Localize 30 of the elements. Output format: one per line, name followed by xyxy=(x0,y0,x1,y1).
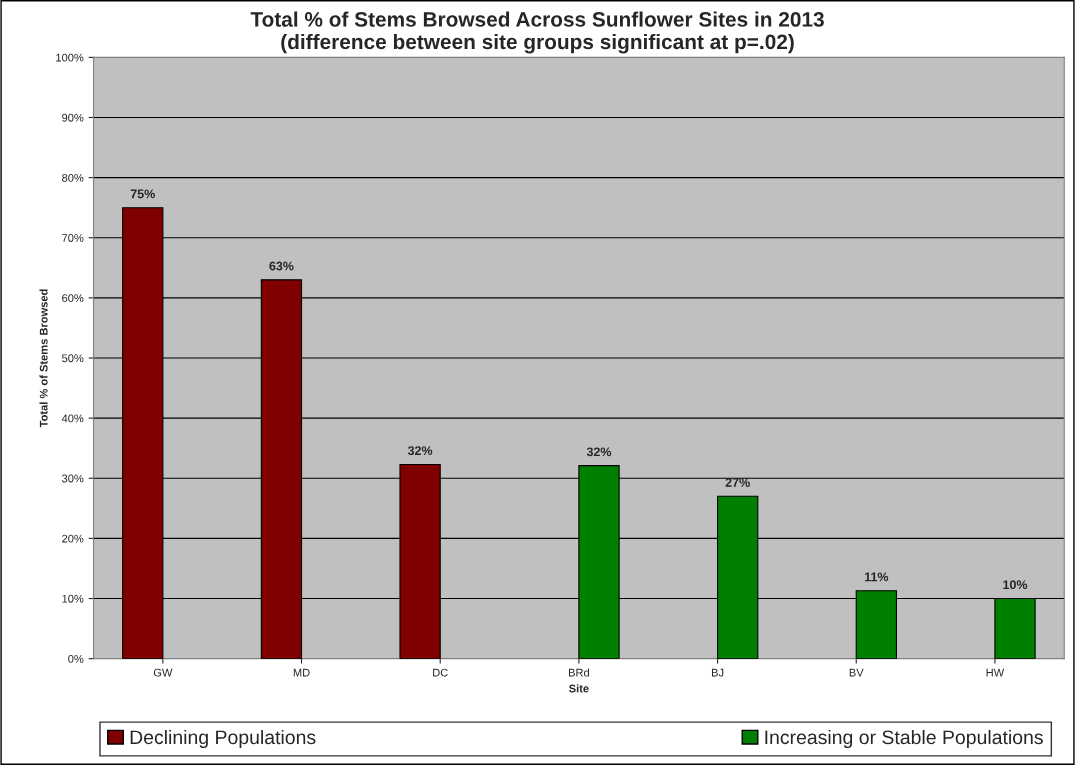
data-label: 32% xyxy=(407,446,433,456)
x-tick-label: DC xyxy=(433,668,448,677)
y-tick-label: 90% xyxy=(62,113,84,122)
y-tick-label: 80% xyxy=(62,173,84,182)
legend-label: Increasing or Stable Populations xyxy=(765,729,1043,749)
legend-label: Declining Populations xyxy=(130,729,316,749)
x-tick-label: MD xyxy=(293,668,310,677)
x-tick-label: BRd xyxy=(568,668,589,677)
data-label: 10% xyxy=(1003,580,1028,590)
x-tick-label: GW xyxy=(153,668,173,677)
x-tick-label: BJ xyxy=(711,668,724,677)
y-tick-label: 30% xyxy=(61,474,84,483)
y-tick-label: 100% xyxy=(56,53,84,62)
y-tick-label: 70% xyxy=(62,234,84,242)
y-tick-label: 10% xyxy=(62,594,84,603)
x-axis-title: Site xyxy=(569,684,589,693)
data-label: 75% xyxy=(130,189,155,199)
y-tick-label: 0% xyxy=(68,654,84,663)
y-axis-title: Total % of Stems Browsed xyxy=(39,289,48,428)
y-tick-label: 20% xyxy=(62,534,84,543)
y-tick-label: 60% xyxy=(62,294,84,303)
x-tick-label: BV xyxy=(849,668,864,677)
y-tick-label: 40% xyxy=(61,414,84,423)
data-label: 11% xyxy=(864,572,889,582)
data-label: 27% xyxy=(725,478,750,487)
chart-title: Total % of Stems Browsed Across Sunflower Sites in 2013 (difference between site groups significant at p=.02) xyxy=(250,11,824,54)
y-tick-label: 50% xyxy=(62,354,84,363)
data-label: 63% xyxy=(269,261,294,271)
data-label: 32% xyxy=(586,447,612,457)
x-tick-label: HW xyxy=(986,668,1005,677)
